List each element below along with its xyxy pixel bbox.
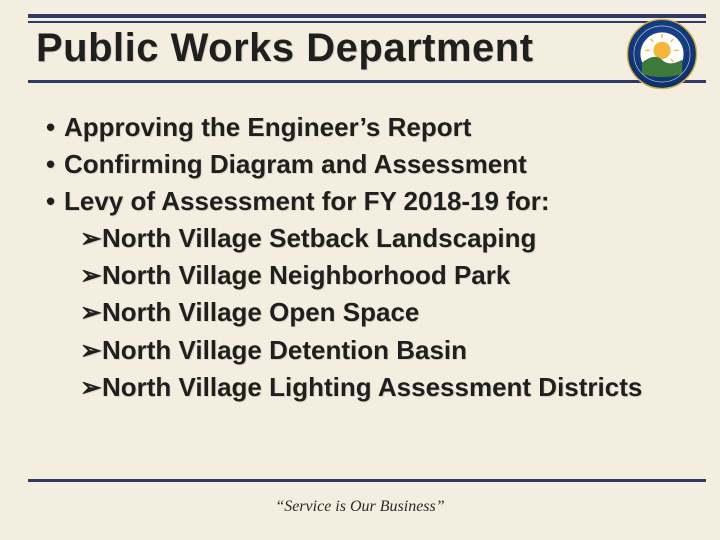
top-rule-group	[28, 14, 706, 23]
sub-bullet-item: ➢North Village Neighborhood Park	[80, 258, 700, 293]
bullet-marker: •	[46, 110, 64, 145]
sub-bullet-item: ➢North Village Open Space	[80, 295, 700, 330]
sub-bullet-item: ➢North Village Setback Landscaping	[80, 221, 700, 256]
bullet-item: •Confirming Diagram and Assessment	[46, 147, 700, 182]
sub-bullet-text: North Village Setback Landscaping	[102, 223, 536, 253]
arrow-icon: ➢	[80, 295, 102, 330]
bullet-text: Levy of Assessment for FY 2018-19 for:	[64, 186, 550, 216]
bullet-marker: •	[46, 147, 64, 182]
top-rule-thick	[28, 14, 706, 18]
content-area: •Approving the Engineer’s Report •Confir…	[46, 110, 700, 407]
sub-bullet-item: ➢North Village Detention Basin	[80, 333, 700, 368]
arrow-icon: ➢	[80, 333, 102, 368]
footer-tagline: “Service is Our Business”	[0, 498, 720, 516]
slide: Public Works Department	[0, 0, 720, 540]
sub-bullet-item: ➢North Village Lighting Assessment Distr…	[80, 370, 700, 405]
bullet-item: •Levy of Assessment for FY 2018-19 for:	[46, 184, 700, 219]
sub-bullet-text: North Village Neighborhood Park	[102, 260, 510, 290]
department-seal-logo	[626, 18, 698, 90]
bullet-item: •Approving the Engineer’s Report	[46, 110, 700, 145]
sub-bullet-text: North Village Lighting Assessment Distri…	[102, 372, 642, 402]
bullet-marker: •	[46, 184, 64, 219]
bullet-text: Confirming Diagram and Assessment	[64, 149, 527, 179]
arrow-icon: ➢	[80, 258, 102, 293]
arrow-icon: ➢	[80, 221, 102, 256]
page-title: Public Works Department	[36, 26, 534, 71]
seal-icon	[626, 18, 698, 90]
title-underline	[28, 80, 706, 83]
bottom-rule	[28, 479, 706, 482]
sub-bullet-text: North Village Detention Basin	[102, 335, 467, 365]
sub-bullet-text: North Village Open Space	[102, 297, 419, 327]
bullet-text: Approving the Engineer’s Report	[64, 112, 471, 142]
arrow-icon: ➢	[80, 370, 102, 405]
top-rule-thin	[28, 21, 706, 23]
